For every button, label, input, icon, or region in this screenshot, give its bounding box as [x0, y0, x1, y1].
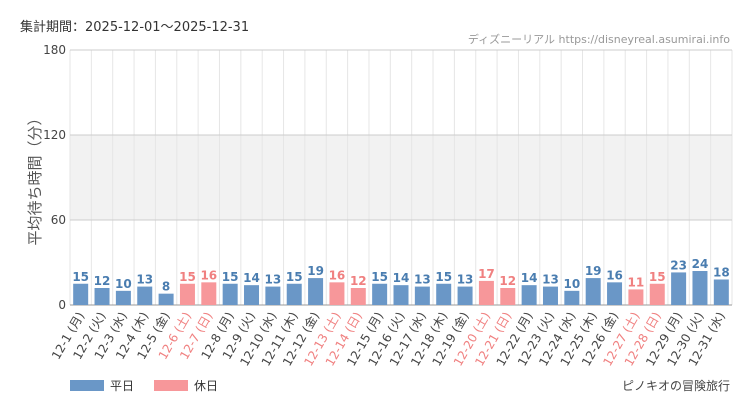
value-label: 15 — [371, 270, 388, 284]
bar — [244, 285, 260, 305]
value-label: 16 — [329, 268, 346, 282]
bar — [329, 282, 345, 305]
bar — [521, 285, 537, 305]
value-label: 15 — [435, 270, 452, 284]
bar — [115, 290, 131, 305]
bar — [286, 283, 302, 305]
value-label: 19 — [585, 264, 602, 278]
bar — [137, 286, 153, 305]
legend-swatch-holiday — [154, 380, 189, 391]
value-label: 10 — [563, 277, 580, 291]
bar — [158, 293, 174, 305]
value-label: 13 — [265, 273, 282, 287]
bar — [201, 282, 217, 305]
chart-band-layer — [70, 135, 732, 220]
value-label: 11 — [628, 275, 645, 289]
bar — [500, 288, 516, 305]
bar — [564, 290, 580, 305]
chart-y-labels-layer: 0 60 120 180 — [43, 43, 66, 312]
bar — [414, 286, 430, 305]
value-label: 14 — [393, 271, 410, 285]
bar — [457, 286, 473, 305]
period-text: 集計期間：2025-12-01～2025-12-31 — [20, 20, 250, 35]
legend-item-holiday: 休日 — [154, 377, 218, 394]
value-label: 19 — [307, 264, 324, 278]
bar — [585, 278, 601, 305]
bar — [222, 283, 238, 305]
value-label: 18 — [713, 266, 730, 280]
value-label: 15 — [649, 270, 666, 284]
chart-x-labels-layer: 12-1 (月)12-2 (火)12-3 (水)12-4 (木)12-5 (金)… — [49, 309, 728, 369]
bar — [308, 278, 324, 305]
bar — [478, 280, 494, 305]
value-label: 12 — [499, 274, 516, 288]
value-label: 13 — [414, 273, 431, 287]
value-label: 16 — [200, 268, 217, 282]
value-label: 13 — [542, 273, 559, 287]
y-tick-label: 60 — [51, 213, 66, 227]
value-label: 8 — [162, 280, 170, 294]
bar — [350, 288, 366, 305]
value-label: 13 — [457, 273, 474, 287]
bar — [393, 285, 409, 305]
bar — [94, 288, 110, 305]
value-label: 15 — [72, 270, 89, 284]
value-label: 13 — [136, 273, 153, 287]
y-tick-label: 120 — [43, 128, 66, 142]
bar — [628, 289, 644, 305]
attraction-name: ピノキオの冒険旅行 — [621, 379, 730, 393]
bar — [542, 286, 558, 305]
bar — [179, 283, 195, 305]
value-label: 17 — [478, 267, 495, 281]
y-tick-label: 0 — [58, 298, 66, 312]
value-label: 15 — [286, 270, 303, 284]
bar — [649, 283, 665, 305]
legend-label-weekday: 平日 — [110, 379, 135, 393]
value-label: 15 — [179, 270, 196, 284]
bar — [265, 286, 281, 305]
chart-shaded-band — [70, 135, 732, 220]
value-label: 14 — [521, 271, 538, 285]
value-label: 10 — [115, 277, 132, 291]
bar — [73, 283, 89, 305]
chart-grid-layer — [69, 49, 733, 306]
value-label: 16 — [606, 268, 623, 282]
value-label: 14 — [243, 271, 260, 285]
bar — [713, 279, 729, 305]
chart-bars-layer — [73, 271, 729, 305]
legend-label-holiday: 休日 — [194, 379, 219, 393]
value-label: 15 — [222, 270, 239, 284]
bar — [607, 282, 623, 305]
y-axis-title: 平均待ち時間（分） — [26, 110, 44, 245]
value-label: 12 — [94, 274, 111, 288]
y-tick-label: 180 — [43, 43, 66, 57]
bar — [436, 283, 452, 305]
bar — [671, 272, 687, 305]
value-label: 12 — [350, 274, 367, 288]
value-label: 23 — [670, 258, 687, 272]
source-credit: ディズニーリアル https://disneyreal.asumirai.inf… — [467, 33, 730, 46]
chart-legend: 平日 休日 — [70, 377, 218, 394]
chart-value-labels-layer: 15 12 10 13 8 15 16 15 14 13 15 19 16 12 15 14 13 15 13 17 1… — [72, 257, 729, 294]
bar — [692, 271, 708, 305]
legend-item-weekday: 平日 — [70, 377, 134, 394]
value-label: 24 — [692, 257, 709, 271]
bar — [372, 283, 388, 305]
legend-swatch-weekday — [70, 380, 104, 391]
